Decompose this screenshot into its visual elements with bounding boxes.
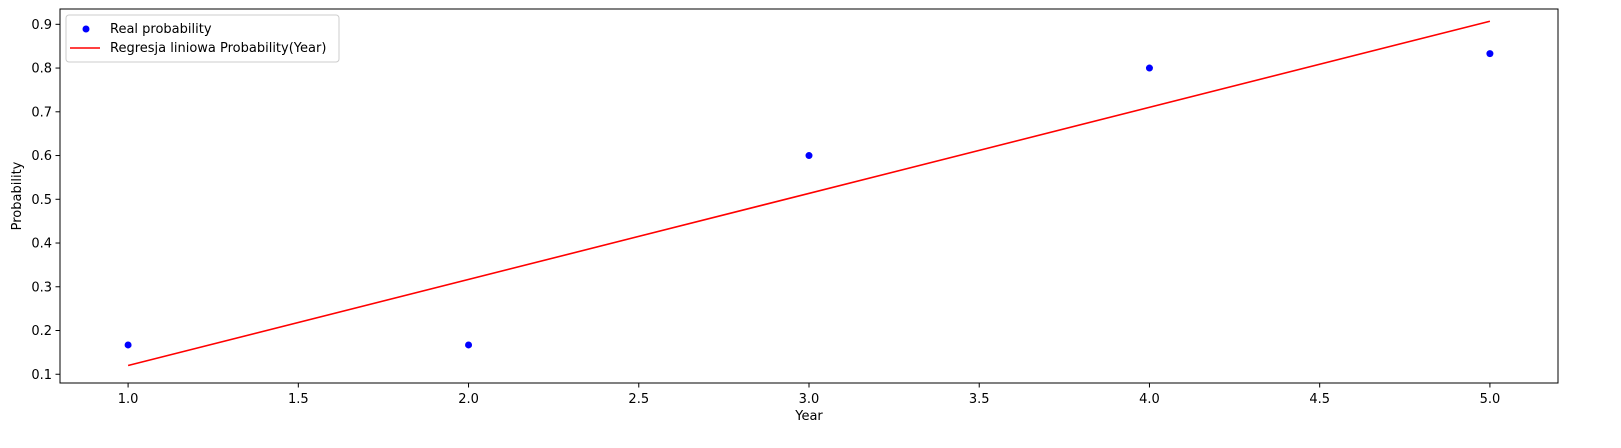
x-tick-label: 5.0 [1480,392,1501,407]
regression-line [127,20,1491,367]
x-tick-label: 2.5 [628,392,649,407]
legend-marker-real-probability [82,25,90,33]
y-tick-label: 0.8 [31,62,52,77]
legend: Real probability Regresja liniowa Probab… [65,14,340,63]
y-tick-label: 0.1 [31,368,52,383]
y-tick-label: 0.9 [31,18,52,33]
x-tick-label: 1.5 [288,392,309,407]
y-tick-label: 0.7 [31,105,52,120]
axes: 1.0 1.5 2.0 2.5 3.0 3.5 4.0 4.5 5.0 0.1 0.2 0.3 0.4 0… [31,8,1559,407]
y-axis-label: Probability [10,161,25,230]
plot-area [124,20,1494,367]
y-tick-label: 0.4 [31,237,52,252]
x-tick-label: 3.0 [799,392,820,407]
legend-label-real-probability: Real probability [110,22,212,37]
x-tick-label: 2.0 [458,392,479,407]
legend-box [65,14,340,63]
y-tick-label: 0.5 [31,193,52,208]
scatter-point [124,341,132,349]
x-tick-label: 3.5 [969,392,990,407]
y-tick-label: 0.6 [31,149,52,164]
scatter-point [805,152,813,160]
x-tick-label: 4.5 [1309,392,1330,407]
scatter-point [1145,64,1153,72]
x-axis-label: Year [794,409,823,424]
x-tick-label: 4.0 [1139,392,1160,407]
y-tick-label: 0.3 [31,280,52,295]
legend-label-regression-line: Regresja liniowa Probability(Year) [110,41,326,56]
scatter-point [1486,50,1494,58]
y-tick-label: 0.2 [31,324,52,339]
scatter-point [465,341,473,349]
x-tick-label: 1.0 [118,392,139,407]
